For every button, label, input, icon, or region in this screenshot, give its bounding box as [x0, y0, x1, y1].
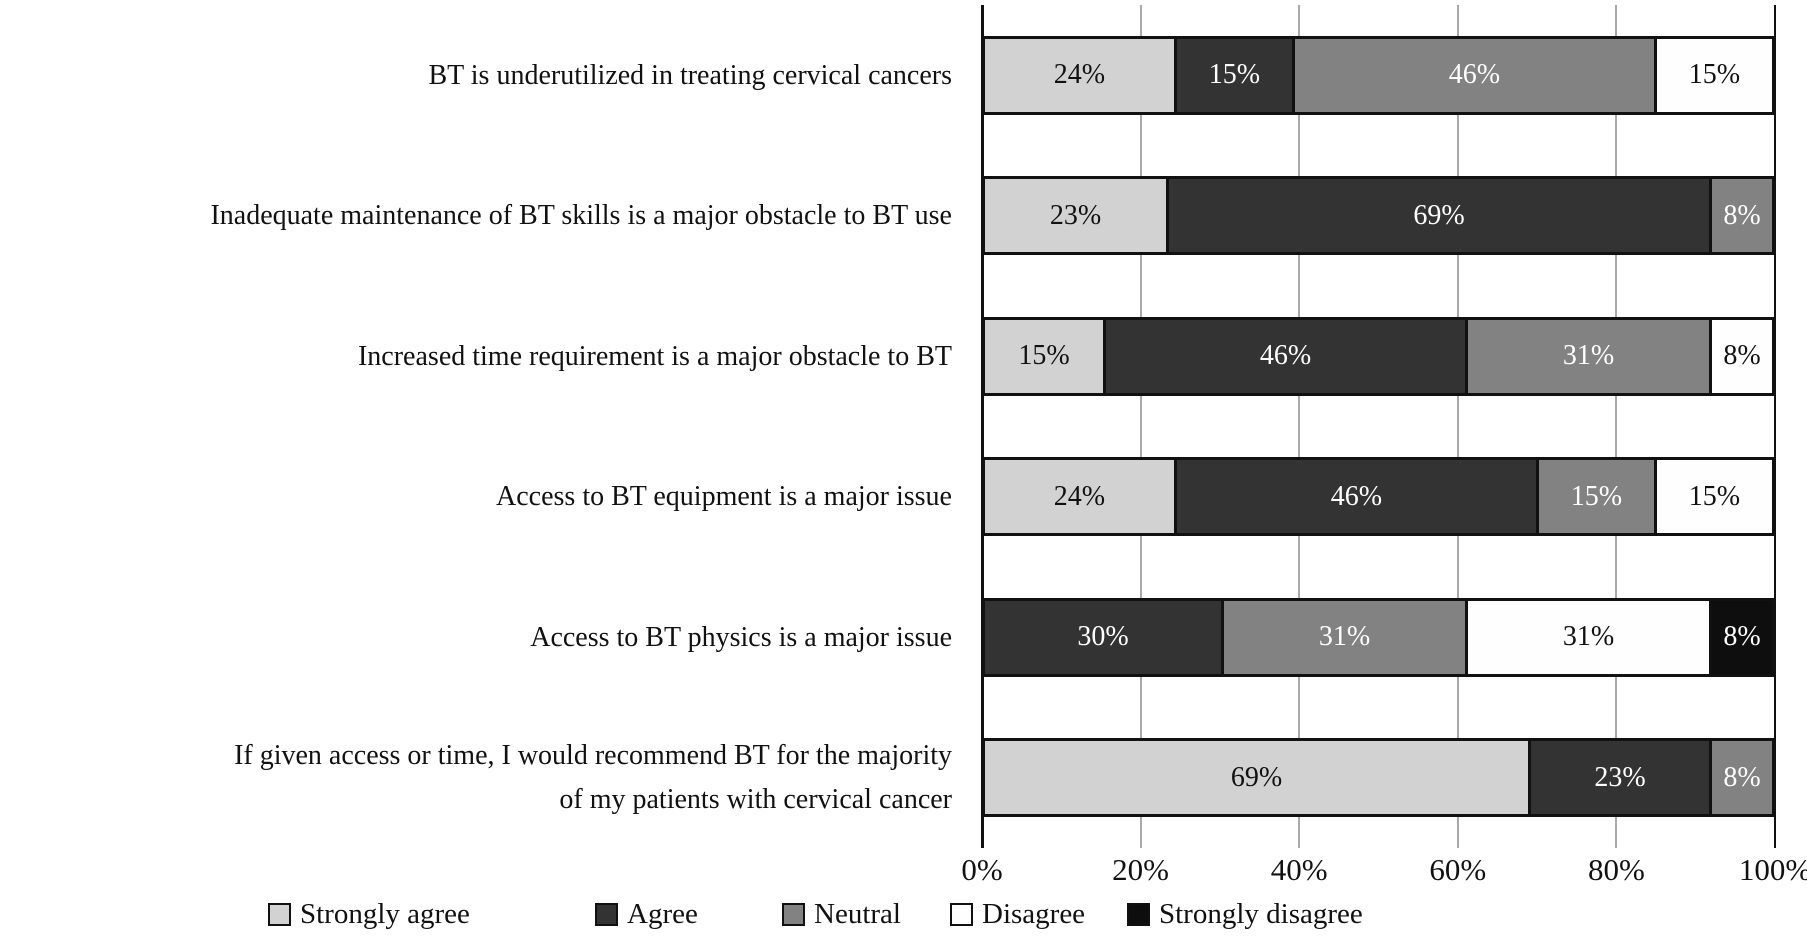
bar-segment-strongly_disagree: 8% [1709, 600, 1772, 674]
legend-item-agree: Agree [595, 898, 698, 931]
bar-segment-disagree: 8% [1709, 319, 1772, 393]
x-tick-label: 20% [1112, 852, 1169, 887]
bar-row: 23% 69% 8% [982, 176, 1775, 256]
bar-segment-neutral: 15% [1535, 460, 1654, 534]
bar-row: 24% 46% 15% 15% [982, 457, 1775, 537]
legend-label: Strongly disagree [1159, 898, 1363, 930]
legend-label: Neutral [814, 898, 901, 930]
bar-segment-strongly_agree: 24% [985, 460, 1174, 534]
gridline-40 [1298, 5, 1301, 848]
bar-segment-strongly_agree: 24% [985, 38, 1174, 112]
bar-segment-agree: 30% [985, 600, 1222, 674]
legend-item-disagree: Disagree [950, 898, 1085, 931]
x-tick-label: 0% [961, 852, 1003, 887]
bar-segment-strongly_agree: 23% [985, 179, 1166, 253]
legend-label: Disagree [982, 898, 1086, 930]
category-label: BT is underutilized in treating cervical… [428, 59, 953, 91]
legend-item-strongly_agree: Strongly agree [268, 898, 470, 931]
legend-swatch-neutral [782, 903, 805, 926]
bar-segment-neutral: 8% [1709, 741, 1772, 815]
category-label: Access to BT physics is a major issue [530, 621, 952, 653]
bar-segment-strongly_agree: 69% [985, 741, 1529, 815]
bar-row: 24% 15% 46% 15% [982, 35, 1775, 115]
legend-swatch-strongly_disagree [1127, 903, 1150, 926]
category-label: Inadequate maintenance of BT skills is a… [210, 200, 952, 232]
gridline-20 [1139, 5, 1142, 848]
bar-segment-agree: 69% [1166, 179, 1710, 253]
bar-segment-agree: 46% [1103, 319, 1466, 393]
bar-segment-disagree: 15% [1653, 460, 1772, 534]
legend-label: Agree [627, 898, 698, 930]
category-label: If given access or time, I would recomme… [234, 740, 952, 815]
bar-segment-neutral: 31% [1465, 319, 1710, 393]
bar-segment-neutral: 8% [1709, 179, 1772, 253]
gridline-80 [1615, 5, 1618, 848]
legend-swatch-agree [595, 903, 618, 926]
legend-label: Strongly agree [300, 898, 470, 930]
bar-segment-disagree: 15% [1653, 38, 1772, 112]
bar-segment-neutral: 31% [1221, 600, 1466, 674]
x-tick-label: 40% [1270, 852, 1328, 887]
bar-segment-neutral: 46% [1291, 38, 1654, 112]
bar-segment-agree: 15% [1173, 38, 1292, 112]
legend-item-strongly_disagree: Strongly disagree [1127, 898, 1363, 931]
bar-segment-disagree: 31% [1465, 600, 1710, 674]
legend-item-neutral: Neutral [782, 898, 901, 931]
gridline-60 [1456, 5, 1459, 848]
bar-row: 15% 46% 31% 8% [982, 316, 1775, 396]
x-tick-label: 60% [1429, 852, 1487, 887]
category-label: Access to BT equipment is a major issue [496, 481, 952, 513]
category-label: Increased time requirement is a major ob… [357, 340, 952, 372]
x-tick-label: 80% [1587, 852, 1645, 887]
bar-segment-agree: 46% [1173, 460, 1536, 534]
x-tick-label: 100% [1738, 852, 1807, 887]
bar-row: 30% 31% 31% 8% [982, 597, 1775, 677]
bar-row: 69% 23% 8% [982, 738, 1775, 818]
bar-segment-strongly_agree: 15% [985, 319, 1104, 393]
legend-swatch-disagree [950, 903, 973, 926]
y-axis-line [980, 5, 984, 848]
bar-segment-agree: 23% [1528, 741, 1710, 815]
gridline-100 [1774, 5, 1776, 848]
legend-swatch-strongly_agree [268, 903, 291, 926]
